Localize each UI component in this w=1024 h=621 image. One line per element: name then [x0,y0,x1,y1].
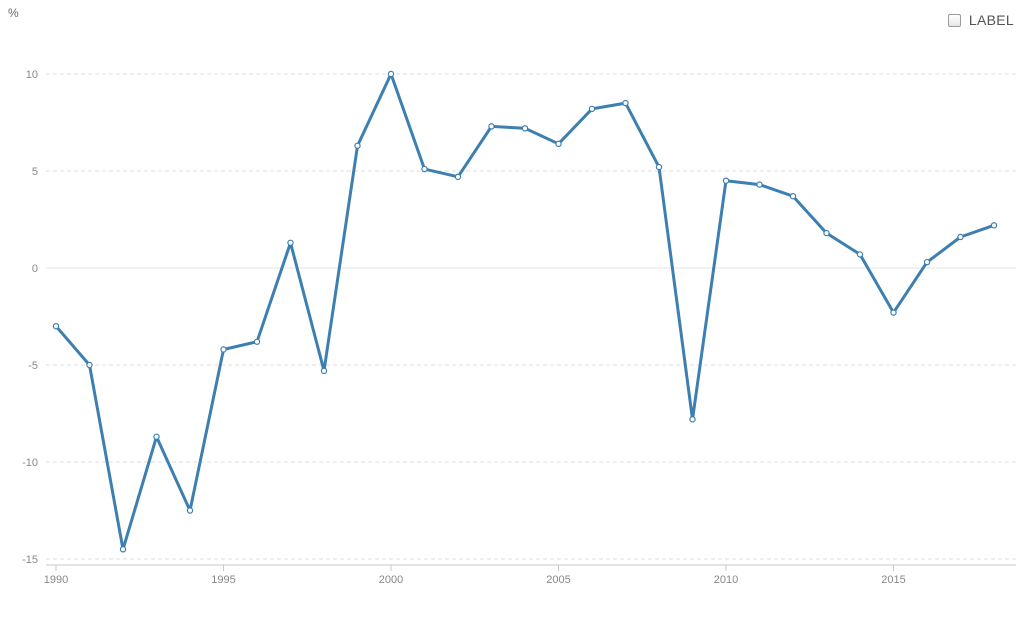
data-point [421,165,428,173]
series-line [54,72,996,551]
data-point [186,507,194,514]
x-tick-label: 1995 [211,574,235,586]
data-point [86,361,93,369]
y-tick-label: 5 [32,166,38,178]
label-toggle[interactable]: LABEL [947,12,1014,28]
data-point [990,222,998,229]
data-point [655,163,663,171]
data-point [354,142,361,149]
data-point [823,229,830,237]
x-tick-label: 2010 [714,574,738,586]
data-point [454,173,462,181]
data-point [287,239,294,246]
x-tick-label: 2000 [379,574,403,586]
label-toggle-text: LABEL [968,12,1014,28]
data-point [622,99,629,107]
data-point [521,125,529,132]
data-point [387,70,395,78]
data-point [957,233,964,241]
data-point [119,546,127,553]
x-tick-label: 1990 [44,574,68,586]
x-tick-label: 2005 [546,574,570,586]
data-point [722,177,730,184]
y-tick-label: 10 [26,69,38,81]
data-point [588,105,596,113]
y-tick-label: -5 [28,360,38,372]
data-point [923,258,931,266]
data-point [488,123,495,130]
data-point [689,416,696,423]
data-point [856,251,864,258]
data-point [555,140,562,148]
data-point [220,346,227,353]
data-point [789,193,797,200]
data-point [320,367,328,375]
y-tick-label: 0 [32,263,38,275]
y-tick-label: -10 [22,457,38,469]
y-unit-label: % [8,6,19,20]
y-tick-label: -15 [22,554,38,566]
data-point [153,433,160,440]
data-point [253,338,261,345]
x-tick-label: 2015 [881,574,905,586]
data-point [890,309,897,316]
data-point [52,323,60,330]
data-point [756,181,763,188]
label-checkbox[interactable] [947,13,961,27]
